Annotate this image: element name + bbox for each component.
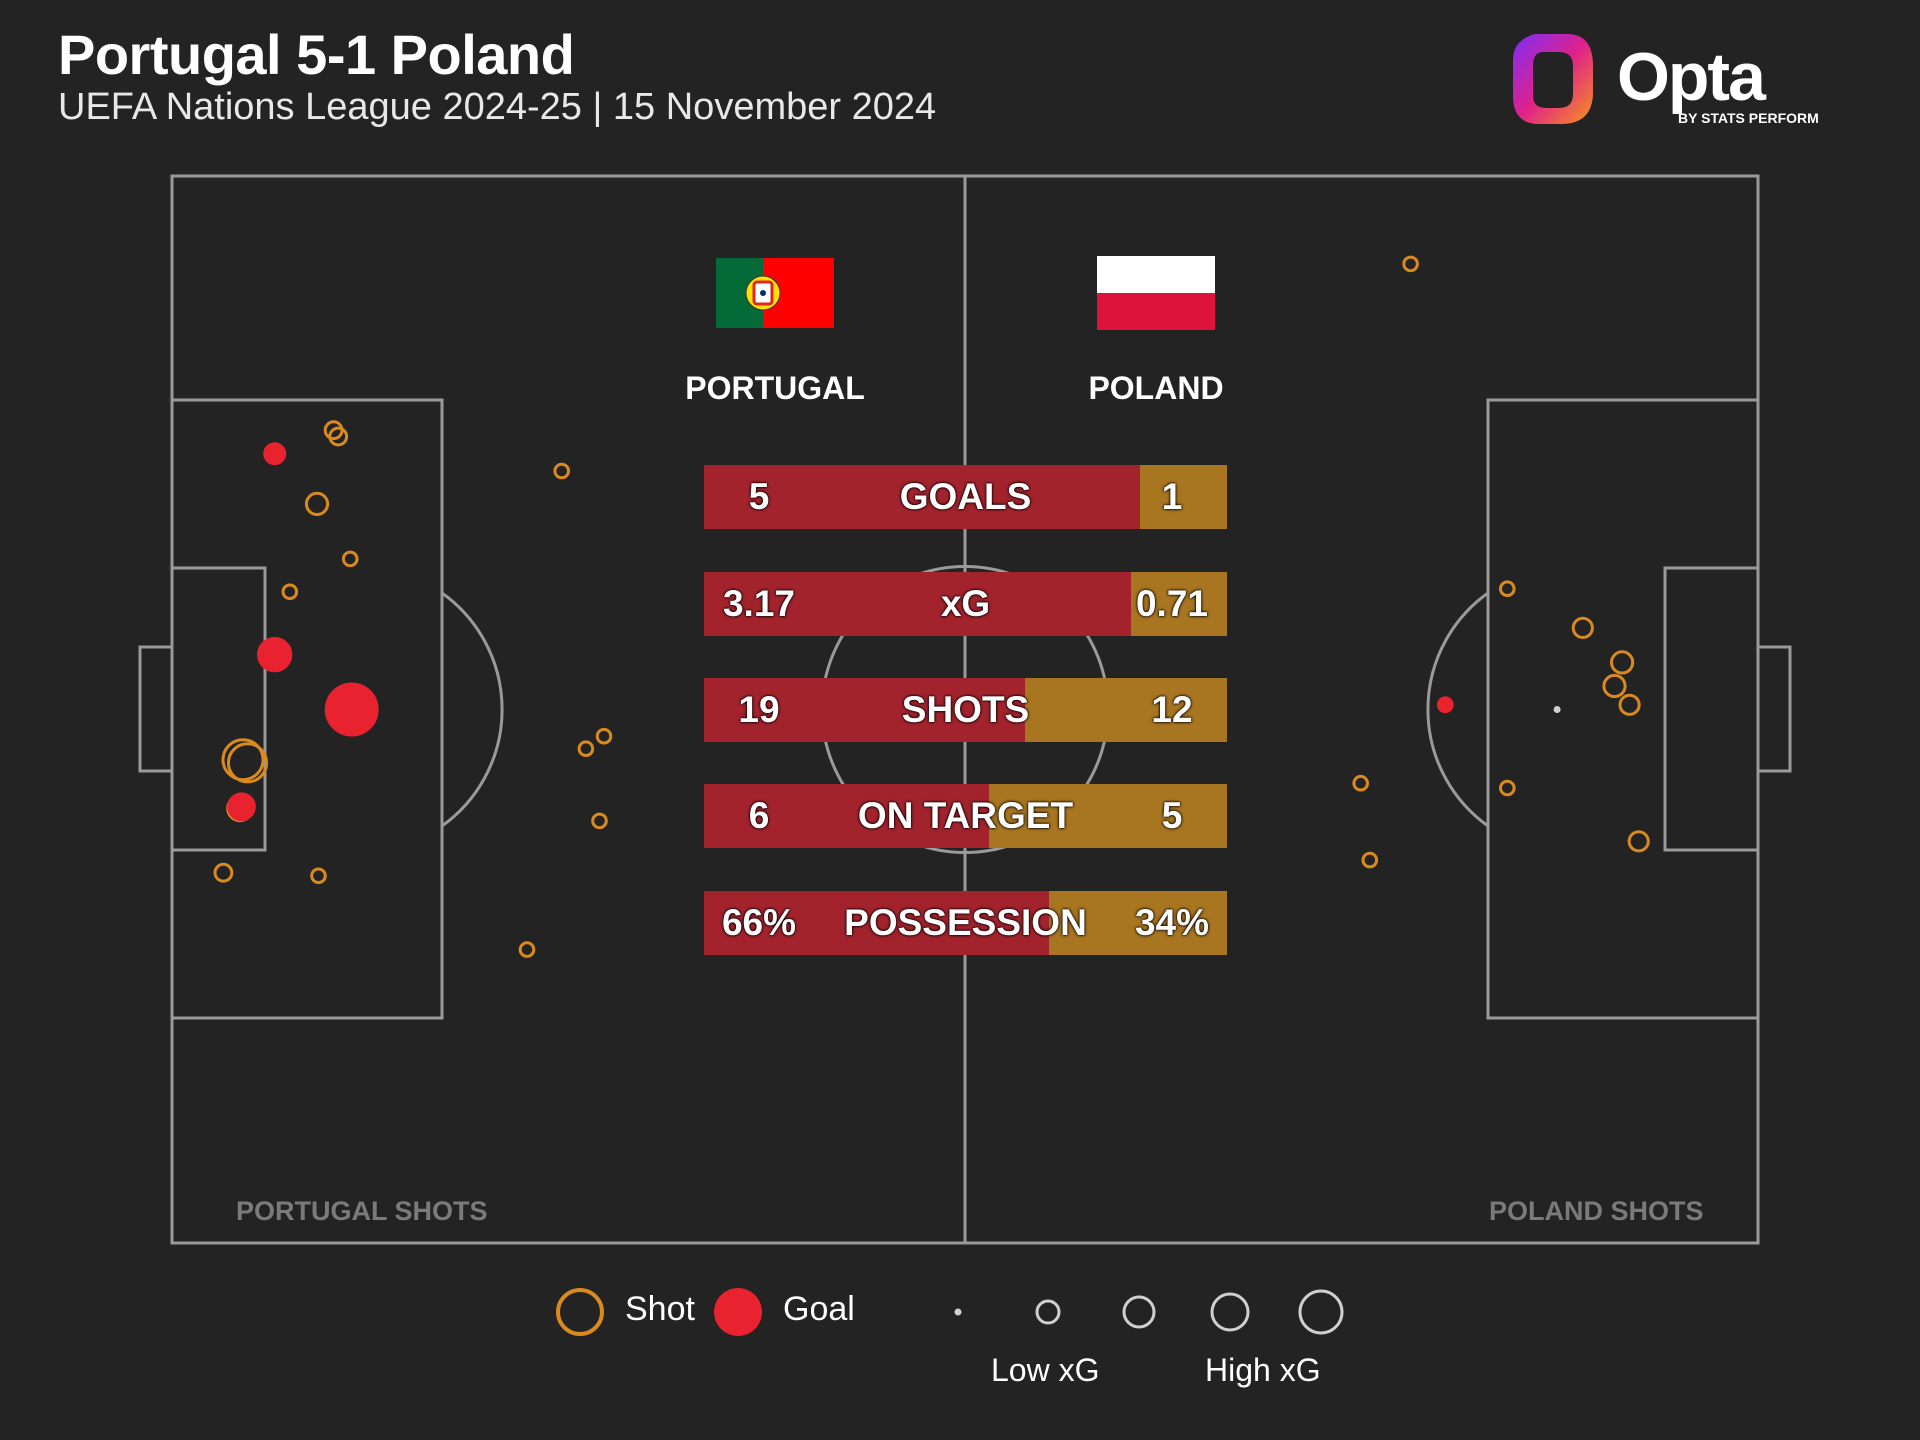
away-bar — [1139, 465, 1227, 529]
shot-marker — [1402, 255, 1419, 273]
goal-marker — [257, 636, 293, 673]
shot-marker — [1618, 693, 1641, 716]
home-shots-label: PORTUGAL SHOTS — [236, 1196, 488, 1226]
shot-marker — [1553, 706, 1561, 713]
shot-marker — [577, 740, 595, 758]
goal-marker — [227, 792, 256, 822]
stat-name: GOALS — [899, 476, 1032, 517]
page-subtitle: UEFA Nations League 2024-25 | 15 Novembe… — [58, 86, 937, 128]
shot-marker — [304, 491, 330, 516]
home-value: 3.17 — [722, 583, 795, 624]
poland-flag — [1097, 256, 1215, 330]
legend-goal-label: Goal — [783, 1290, 855, 1328]
shot-marker — [553, 462, 571, 480]
shot-marker — [595, 727, 613, 745]
legend-low-xg-label: Low xG — [991, 1352, 1100, 1388]
away-team-label: POLAND — [1088, 370, 1224, 406]
stat-row-goals: GOALS 5 1 — [704, 465, 1227, 529]
stat-row-shots: SHOTS 19 12 — [704, 678, 1227, 742]
home-team-label: PORTUGAL — [685, 370, 865, 406]
away-value: 1 — [1161, 476, 1183, 517]
stat-name: ON TARGET — [857, 795, 1074, 836]
shot-marker — [518, 941, 536, 958]
opta-logo-icon — [1513, 34, 1593, 124]
right-penalty-area — [1486, 398, 1760, 1020]
goal-marker — [1436, 696, 1454, 714]
home-value: 5 — [748, 476, 770, 517]
legend-xg-size-5 — [1298, 1289, 1344, 1335]
left-goal — [138, 645, 174, 773]
goal-marker — [263, 442, 287, 466]
legend-xg-size-2 — [1035, 1299, 1061, 1325]
shots-layer — [213, 255, 1650, 958]
away-bar — [1131, 572, 1227, 636]
shot-marker — [1610, 650, 1635, 675]
shot-marker — [341, 550, 359, 568]
shot-marker — [1602, 673, 1627, 699]
right-penalty-arc — [1426, 591, 1489, 828]
shot-marker — [1499, 779, 1516, 797]
away-value: 0.71 — [1135, 583, 1208, 624]
logo-subtext: BY STATS PERFORM — [1678, 110, 1819, 126]
home-bar — [704, 784, 990, 848]
away-bar — [1049, 891, 1227, 955]
legend-high-xg-label: High xG — [1205, 1352, 1321, 1388]
home-bar — [704, 891, 1050, 955]
away-value: 34% — [1134, 902, 1210, 943]
shot-marker — [281, 583, 299, 601]
home-value: 66% — [721, 902, 797, 943]
home-bar — [704, 465, 1140, 529]
stat-row-xg: xG 3.17 0.71 — [704, 572, 1227, 636]
shot-marker — [226, 742, 269, 784]
shot-marker — [221, 738, 265, 782]
logo-wordmark: Opta — [1617, 39, 1766, 115]
stat-name: SHOTS — [901, 689, 1030, 730]
left-penalty-arc — [441, 591, 504, 828]
shot-marker — [328, 426, 349, 447]
legend-shot-icon — [556, 1288, 604, 1336]
stat-row-possession: POSSESSION 66% 34% — [704, 891, 1227, 955]
stat-row-on-target: ON TARGET 6 5 — [704, 784, 1227, 848]
stat-name: xG — [940, 583, 991, 624]
away-value: 12 — [1151, 689, 1193, 730]
stat-name: POSSESSION — [844, 902, 1087, 943]
legend-xg-size-4 — [1210, 1292, 1250, 1332]
legend-goal-icon — [714, 1288, 762, 1336]
away-bar — [989, 784, 1227, 848]
page-title: Portugal 5-1 Poland — [58, 23, 575, 86]
goal-marker — [324, 682, 379, 737]
home-bar — [704, 678, 1025, 742]
shot-marker — [1352, 774, 1369, 792]
right-goal — [1756, 645, 1792, 773]
left-penalty-area — [170, 398, 444, 1020]
shot-marker — [591, 812, 608, 830]
away-value: 5 — [1161, 795, 1183, 836]
away-shots-label: POLAND SHOTS — [1489, 1196, 1704, 1226]
legend-xg-size-3 — [1122, 1295, 1156, 1329]
home-value: 6 — [748, 795, 770, 836]
shot-marker — [1361, 851, 1379, 869]
shot-marker — [1627, 830, 1650, 853]
legend-shot-label: Shot — [625, 1290, 695, 1328]
away-bar — [1024, 678, 1227, 742]
legend-layer — [556, 1288, 1344, 1336]
shot-marker — [213, 862, 234, 883]
opta-logo: Opta BY STATS PERFORM — [1505, 26, 1825, 136]
shot-marker — [310, 867, 327, 885]
home-value: 19 — [738, 689, 780, 730]
shot-marker — [1499, 580, 1516, 598]
right-six-yard-box — [1663, 566, 1760, 852]
portugal-flag — [716, 258, 834, 328]
home-bar — [704, 572, 1132, 636]
legend-xg-size-1 — [954, 1308, 962, 1316]
shot-marker — [1571, 616, 1594, 640]
